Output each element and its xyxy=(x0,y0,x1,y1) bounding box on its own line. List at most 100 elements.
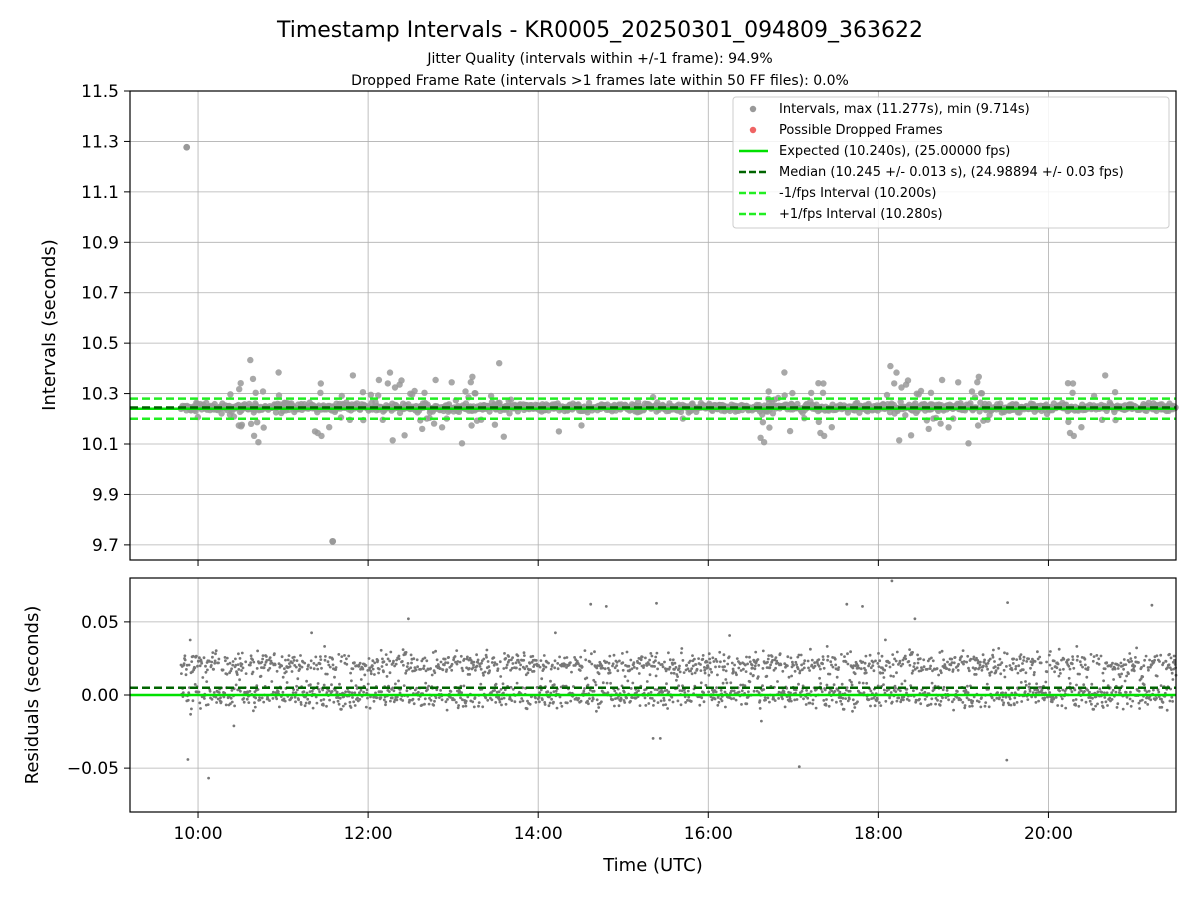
residual-point xyxy=(429,698,433,702)
residual-point xyxy=(387,690,391,693)
residual-point xyxy=(603,667,607,671)
residual-point xyxy=(282,697,286,701)
residual-point xyxy=(635,667,639,670)
residual-point xyxy=(735,657,739,660)
interval-point xyxy=(968,388,976,395)
residual-point xyxy=(276,690,280,693)
residual-point xyxy=(922,658,926,662)
residual-point xyxy=(389,650,393,654)
residual-point xyxy=(502,667,506,670)
residual-point xyxy=(822,658,825,661)
residual-point xyxy=(405,665,409,668)
residual-point xyxy=(1005,758,1009,762)
residual-point xyxy=(828,672,832,676)
residual-point xyxy=(475,653,478,657)
residual-point xyxy=(713,697,717,701)
residual-point xyxy=(522,658,526,662)
residual-point xyxy=(559,701,563,705)
residual-point xyxy=(846,662,850,666)
residual-point xyxy=(380,690,383,694)
residual-point xyxy=(843,655,846,658)
intervals-y-ticks: 9.79.910.110.310.510.710.911.111.311.5 xyxy=(81,82,130,556)
residual-point xyxy=(207,776,211,780)
residual-point xyxy=(240,651,244,655)
residual-point xyxy=(427,684,431,688)
residual-point xyxy=(1143,688,1147,692)
residual-point xyxy=(422,664,426,668)
interval-point xyxy=(1064,380,1072,387)
residual-point xyxy=(1062,667,1065,671)
residual-point xyxy=(500,703,503,707)
residual-point xyxy=(876,662,880,665)
residual-point xyxy=(484,696,488,700)
residual-point xyxy=(337,653,341,656)
residual-point xyxy=(219,700,223,704)
interval-point xyxy=(367,391,375,398)
residual-point xyxy=(1104,700,1108,704)
residual-point xyxy=(1021,662,1024,665)
residual-point xyxy=(327,689,331,693)
residual-point xyxy=(326,660,330,664)
residual-point xyxy=(790,674,793,678)
residual-point xyxy=(693,671,697,675)
residual-point xyxy=(777,697,780,700)
residual-point xyxy=(956,668,960,672)
residual-point xyxy=(912,665,916,668)
residual-point xyxy=(253,701,256,705)
residual-point xyxy=(621,668,625,672)
residual-point xyxy=(890,579,894,583)
interval-point xyxy=(469,373,476,380)
residual-point xyxy=(325,691,329,694)
interval-point xyxy=(401,432,408,439)
residual-point xyxy=(796,655,800,659)
residual-point xyxy=(899,664,903,668)
residual-point xyxy=(887,661,891,665)
residual-point xyxy=(364,664,368,667)
residual-point xyxy=(493,661,497,665)
residual-point xyxy=(869,704,872,708)
residual-point xyxy=(1005,652,1009,656)
residual-point xyxy=(625,650,629,654)
interval-point xyxy=(578,422,585,429)
residual-point xyxy=(739,669,743,672)
residual-point xyxy=(1148,658,1151,662)
residual-point xyxy=(523,654,526,657)
residual-point xyxy=(184,673,188,677)
residual-point xyxy=(1114,690,1118,694)
residual-point xyxy=(280,664,284,668)
residual-point xyxy=(810,658,814,662)
residual-point xyxy=(230,689,234,692)
residual-point xyxy=(985,682,989,686)
residual-point xyxy=(242,697,246,700)
residual-point xyxy=(549,691,553,695)
residual-point xyxy=(473,696,477,700)
residual-point xyxy=(1127,660,1131,664)
residual-point xyxy=(300,665,304,669)
residual-point xyxy=(621,661,625,665)
residual-point xyxy=(382,670,385,674)
residual-point xyxy=(560,704,564,708)
residual-point xyxy=(286,658,290,662)
residuals-points xyxy=(179,579,1178,780)
residual-point xyxy=(787,699,791,703)
residual-point xyxy=(198,664,202,668)
residual-point xyxy=(446,661,450,665)
interval-point xyxy=(317,380,324,387)
residual-point xyxy=(1024,680,1027,683)
residual-point xyxy=(820,690,824,694)
residual-point xyxy=(258,698,262,702)
residual-point xyxy=(262,700,266,704)
x-tick-label: 12:00 xyxy=(344,824,393,844)
residual-point xyxy=(283,667,286,671)
residual-point xyxy=(1121,707,1125,711)
residual-point xyxy=(511,656,514,659)
residual-point xyxy=(1039,661,1043,665)
intervals-y-tick-label: 10.9 xyxy=(81,233,119,253)
residual-point xyxy=(813,664,817,668)
residual-point xyxy=(715,660,719,663)
residual-point xyxy=(892,675,895,678)
residual-point xyxy=(972,655,976,659)
interval-point xyxy=(1069,389,1076,396)
residual-point xyxy=(868,662,871,666)
residual-point xyxy=(1100,690,1104,694)
